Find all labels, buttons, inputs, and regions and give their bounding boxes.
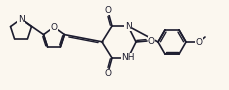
Text: N: N (124, 22, 131, 31)
Text: O: O (50, 22, 57, 32)
Text: O: O (147, 37, 154, 46)
Text: NH: NH (121, 53, 134, 62)
Text: O: O (104, 6, 111, 15)
Text: N: N (18, 14, 24, 23)
Text: O: O (195, 38, 202, 47)
Text: O: O (104, 69, 111, 78)
